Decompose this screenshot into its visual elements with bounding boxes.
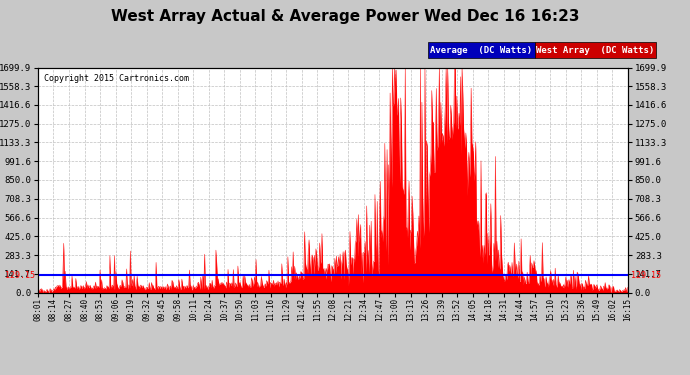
- Text: West Array Actual & Average Power Wed Dec 16 16:23: West Array Actual & Average Power Wed De…: [111, 9, 579, 24]
- Text: 129.15: 129.15: [631, 271, 661, 280]
- Text: Copyright 2015 Cartronics.com: Copyright 2015 Cartronics.com: [44, 74, 189, 83]
- Text: West Array  (DC Watts): West Array (DC Watts): [536, 46, 654, 55]
- Text: 129.15: 129.15: [5, 271, 35, 280]
- Text: Average  (DC Watts): Average (DC Watts): [430, 46, 533, 55]
